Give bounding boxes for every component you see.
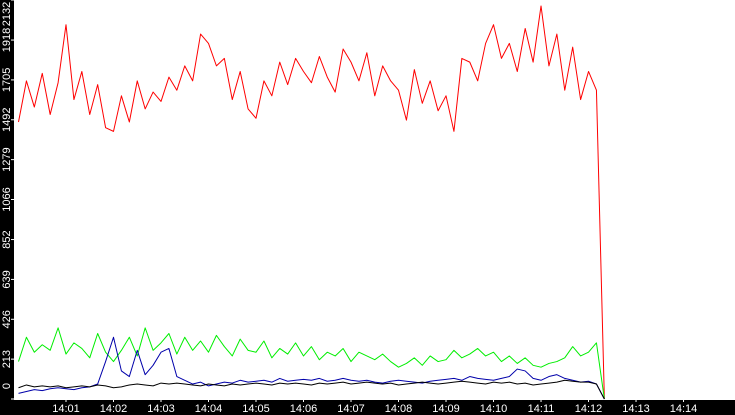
y-tick-label: 1918 <box>1 28 13 52</box>
x-tick-label: 14:04 <box>195 403 223 415</box>
y-tick-label: 0 <box>1 383 13 389</box>
y-tick-label: 1066 <box>1 187 13 211</box>
y-tick-label: 213 <box>1 350 13 368</box>
y-tick-label: 852 <box>1 230 13 248</box>
x-tick-label: 14:07 <box>337 403 365 415</box>
series-line <box>18 336 605 400</box>
x-tick-label: 14:02 <box>100 403 128 415</box>
x-tick-label: 14:06 <box>290 403 318 415</box>
series-line <box>18 5 605 400</box>
x-tick-label: 14:09 <box>432 403 460 415</box>
x-tick-label: 14:03 <box>147 403 175 415</box>
x-tick-label: 14:14 <box>670 403 698 415</box>
plot-area <box>14 0 735 400</box>
y-tick-label: 426 <box>1 310 13 328</box>
series-line <box>18 327 605 400</box>
y-tick-label: 639 <box>1 270 13 288</box>
x-tick-label: 14:11 <box>528 403 555 415</box>
y-tick-label: 1705 <box>1 68 13 92</box>
x-tick-label: 14:08 <box>385 403 413 415</box>
y-tick-label: 1279 <box>1 147 13 171</box>
x-tick-label: 14:05 <box>242 403 270 415</box>
y-tick-label: 1492 <box>1 108 13 132</box>
x-tick-label: 14:01 <box>52 403 80 415</box>
series-line <box>18 379 605 400</box>
x-tick-label: 14:10 <box>480 403 508 415</box>
y-tick-label: 2132 <box>1 2 13 26</box>
x-tick-label: 14:13 <box>622 403 650 415</box>
x-tick-label: 14:12 <box>575 403 603 415</box>
